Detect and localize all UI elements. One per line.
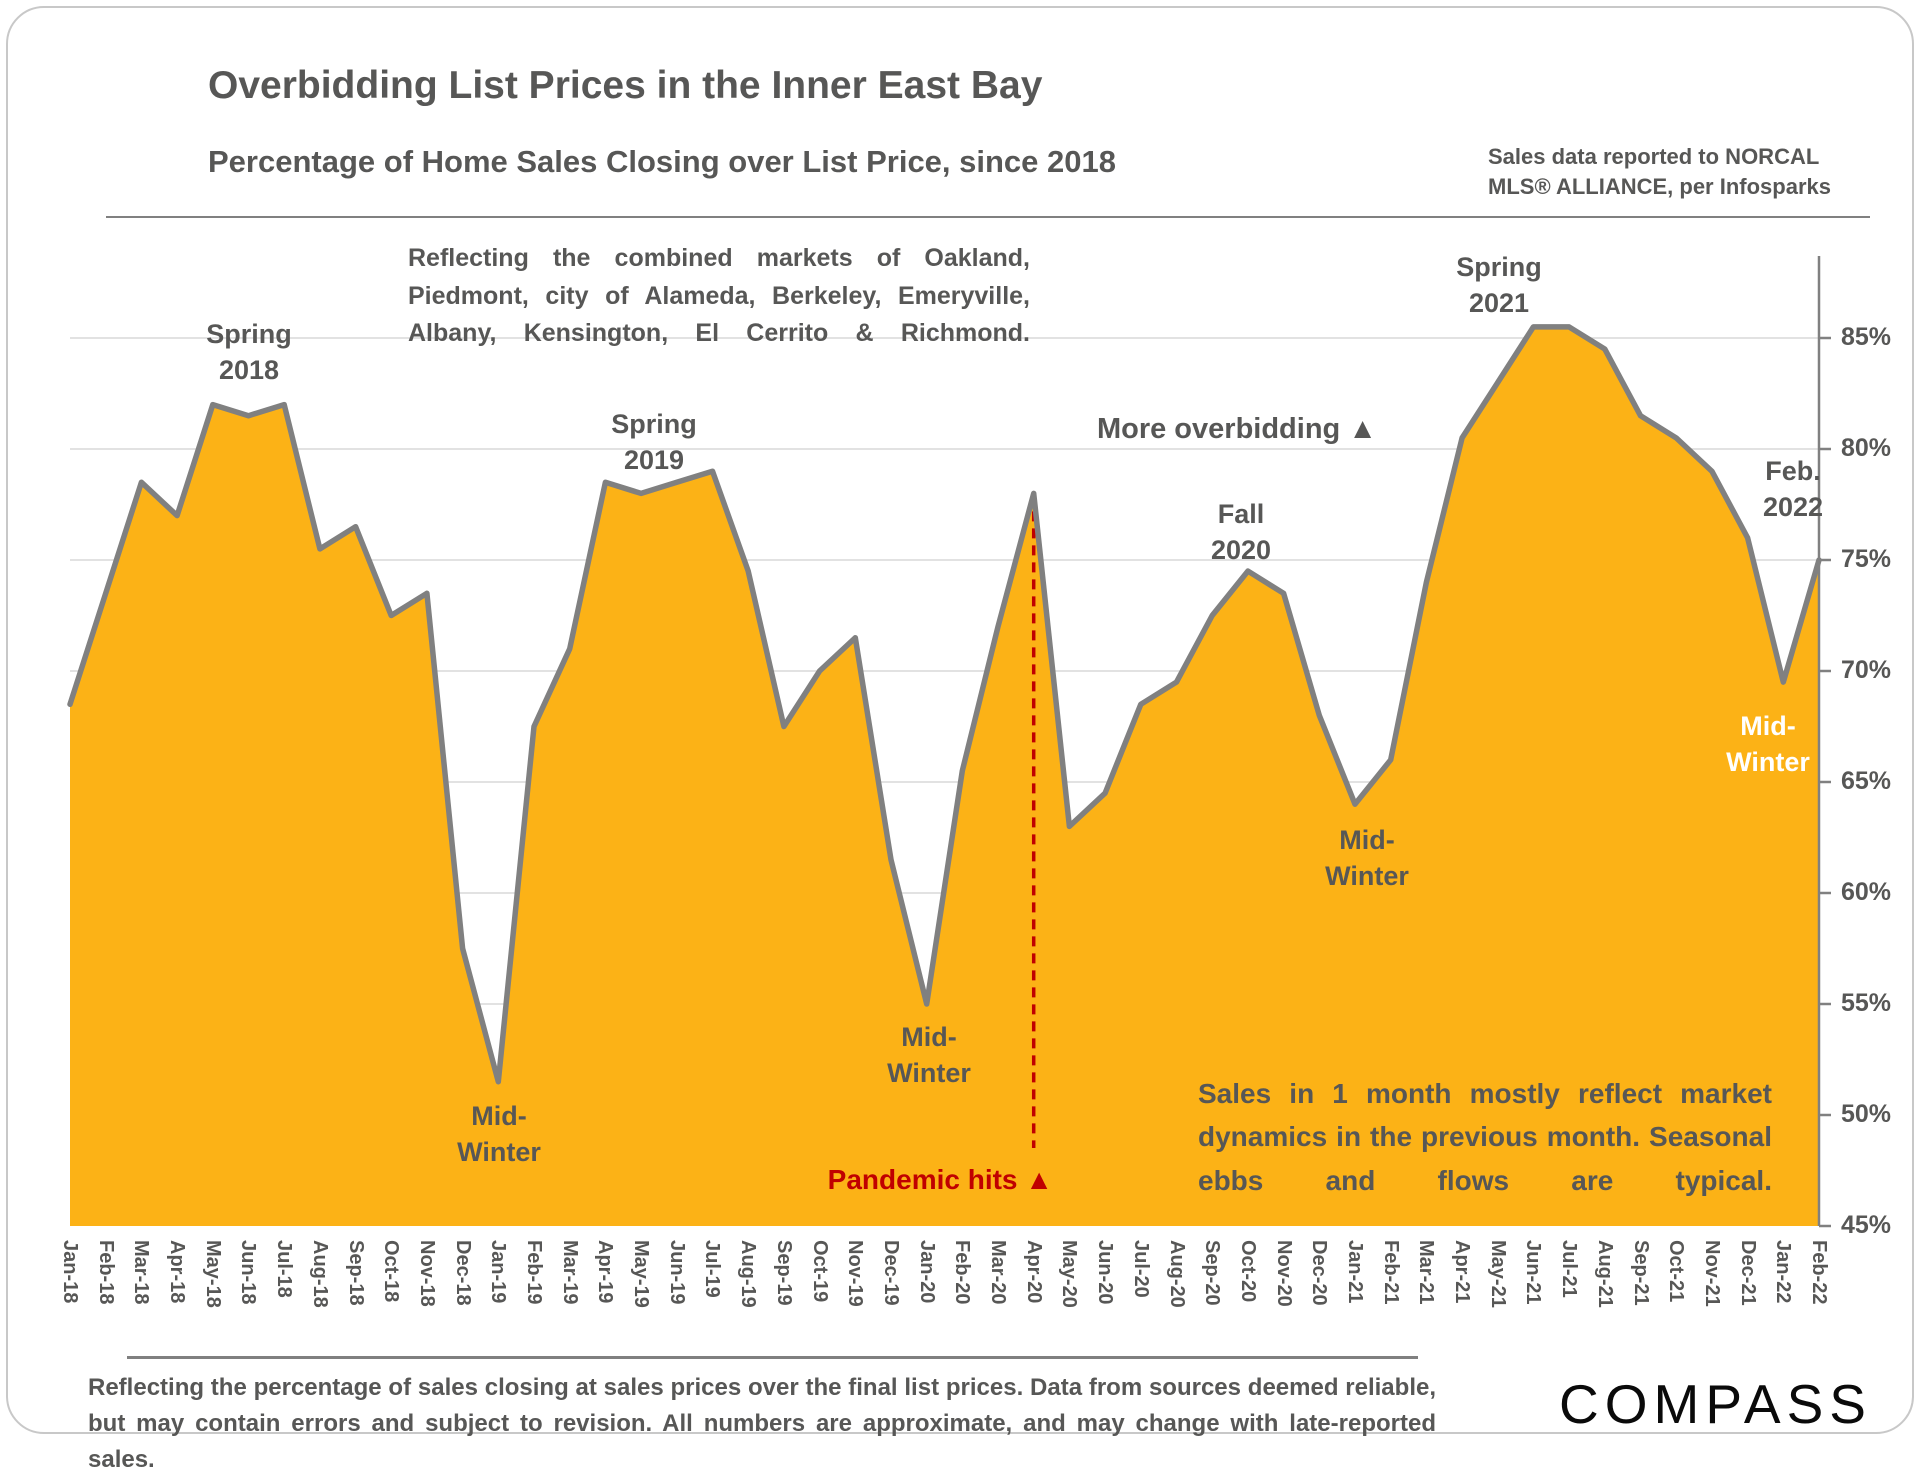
x-tick-label: Nov-18 (415, 1240, 438, 1307)
x-tick-label: Oct-18 (380, 1240, 403, 1303)
x-tick-label: Jan-21 (1343, 1240, 1366, 1304)
x-tick-label: Feb-20 (951, 1240, 974, 1305)
annotation-fall-2020: Fall 2020 (1210, 499, 1272, 566)
annotation-spring-2019: Spring 2019 (611, 409, 697, 476)
x-tick-label: Jul-20 (1129, 1240, 1152, 1298)
annotation-pandemic-hits: Pandemic hits ▲ (827, 1164, 1053, 1195)
x-tick-label: Jun-18 (237, 1240, 260, 1305)
annotation-mid-winter-2022: Mid- Winter (1726, 711, 1810, 778)
x-tick-label: May-18 (201, 1240, 224, 1308)
x-tick-label: Aug-21 (1593, 1240, 1616, 1308)
x-tick-label: Aug-19 (737, 1240, 760, 1308)
report-card: Overbidding List Prices in the Inner Eas… (6, 6, 1914, 1473)
x-tick-label: Jan-18 (59, 1240, 81, 1304)
annotation-spring-2021: Spring 2021 (1456, 252, 1542, 319)
x-tick-label: Apr-20 (1022, 1240, 1045, 1304)
x-tick-label: Aug-20 (1165, 1240, 1188, 1308)
x-tick-label: Nov-19 (844, 1240, 867, 1307)
annotation-mid-winter-2020: Mid- Winter (887, 1022, 971, 1089)
x-tick-label: Jul-18 (273, 1240, 296, 1298)
disclaimer-text: Reflecting the percentage of sales closi… (88, 1374, 1436, 1473)
x-tick-label: Dec-19 (879, 1240, 902, 1306)
x-tick-label: Dec-18 (451, 1240, 474, 1306)
y-tick-label: 55% (1841, 989, 1892, 1017)
x-tick-label: Mar-21 (1415, 1240, 1438, 1305)
x-tick-label: Jan-22 (1772, 1240, 1795, 1304)
x-tick-label: Apr-18 (166, 1240, 189, 1304)
x-tick-label: Jun-20 (1094, 1240, 1117, 1305)
x-tick-label: Sep-21 (1629, 1240, 1652, 1306)
x-tick-label: Jul-21 (1558, 1240, 1581, 1298)
x-tick-label: May-21 (1486, 1240, 1509, 1308)
x-tick-label: Aug-18 (308, 1240, 331, 1308)
x-tick-label: Feb-22 (1808, 1240, 1830, 1305)
header-divider (106, 216, 1870, 218)
annotation-more-overbidding: More overbidding ▲ (1096, 413, 1378, 445)
y-tick-label: 75% (1841, 545, 1892, 573)
x-tick-label: Mar-18 (130, 1240, 153, 1305)
x-tick-label: Nov-20 (1272, 1240, 1295, 1307)
y-tick-label: 60% (1841, 878, 1892, 906)
overbidding-area-chart (67, 256, 1831, 1228)
y-tick-label: 45% (1841, 1211, 1892, 1239)
annotation-mid-winter-2021: Mid- Winter (1325, 825, 1409, 892)
x-tick-label: Dec-21 (1736, 1240, 1759, 1306)
y-tick-label: 70% (1841, 656, 1892, 684)
x-tick-label: May-20 (1058, 1240, 1081, 1308)
data-source-note: Sales data reported to NORCAL MLS® ALLIA… (1488, 144, 1831, 199)
x-tick-label: Mar-20 (987, 1240, 1010, 1305)
markets-note: Reflecting the combined markets of Oakla… (408, 244, 1030, 347)
x-tick-label: Jul-19 (701, 1240, 724, 1298)
page-title: Overbidding List Prices in the Inner Eas… (208, 64, 1043, 107)
x-tick-label: Oct-20 (1236, 1240, 1259, 1303)
x-tick-label: Nov-21 (1700, 1240, 1723, 1307)
x-tick-label: Feb-19 (523, 1240, 546, 1305)
footer-divider (127, 1356, 1418, 1359)
annotation-feb-2022: Feb. 2022 (1762, 456, 1824, 523)
annotation-spring-2018: Spring 2018 (206, 319, 292, 386)
y-tick-label: 80% (1841, 434, 1892, 462)
x-tick-label: Mar-19 (558, 1240, 581, 1305)
x-tick-label: Oct-19 (808, 1240, 831, 1303)
x-tick-label: Apr-19 (594, 1240, 617, 1304)
y-tick-label: 65% (1841, 767, 1892, 795)
x-tick-label: Apr-21 (1451, 1240, 1474, 1304)
x-tick-label: Dec-20 (1308, 1240, 1331, 1306)
x-tick-label: Jun-21 (1522, 1240, 1545, 1305)
y-tick-label: 85% (1841, 323, 1892, 351)
x-tick-label: Oct-21 (1665, 1240, 1688, 1303)
x-tick-label: May-19 (630, 1240, 653, 1308)
x-tick-label: Sep-20 (1201, 1240, 1224, 1306)
y-tick-label: 50% (1841, 1100, 1892, 1128)
sales-dynamics-note: Sales in 1 month mostly reflect market d… (1198, 1078, 1772, 1196)
x-tick-label: Sep-18 (344, 1240, 367, 1306)
x-tick-label: Jan-20 (915, 1240, 938, 1304)
x-tick-label: Feb-21 (1379, 1240, 1402, 1305)
x-tick-label: Feb-18 (94, 1240, 117, 1305)
compass-logo: COMPASS (1559, 1373, 1872, 1435)
annotation-mid-winter-2019: Mid- Winter (457, 1101, 541, 1168)
x-tick-label: Sep-19 (772, 1240, 795, 1306)
x-tick-label: Jan-19 (487, 1240, 510, 1304)
page-subtitle: Percentage of Home Sales Closing over Li… (208, 144, 1116, 179)
x-tick-label: Jun-19 (665, 1240, 688, 1305)
